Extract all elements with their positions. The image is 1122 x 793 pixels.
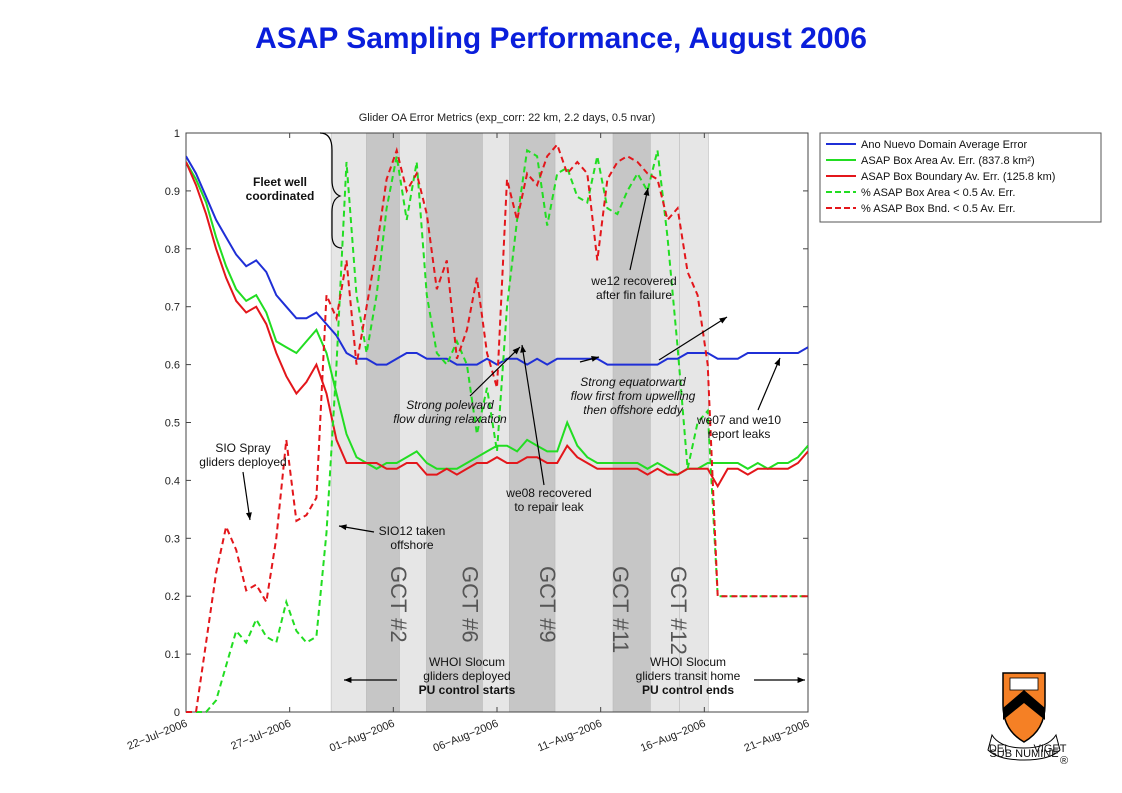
y-tick-label: 0.7 [165,302,180,314]
y-tick-label: 0.8 [165,244,180,256]
y-tick-label: 0.9 [165,186,180,198]
legend-entry: Ano Nuevo Domain Average Error [861,139,1027,151]
legend: Ano Nuevo Domain Average Error ASAP Box A… [819,132,1102,223]
annotation-sio-spray: gliders deployed [199,455,286,469]
gct-bands [330,132,709,713]
arrow-we12-head [643,188,650,196]
gct-band [612,132,651,713]
ribbon-text: VIGET [1033,743,1066,755]
annotation-we08: we08 recovered [505,486,591,500]
arrow-sio12-head [339,524,347,531]
annotation-whoi-home: WHOI Slocum [650,655,726,669]
arrow-whoi-home-head [797,677,805,683]
arrow-leaks [757,357,781,411]
gct-labels: GCT #2 GCT #6 GCT #9 GCT #11 GCT #12 [386,566,691,655]
legend-box [819,132,1102,223]
y-tick-label: 0.5 [165,418,180,430]
gct-label: GCT #6 [457,566,482,643]
gct-label: GCT #11 [608,566,633,653]
annotation-fleet: coordinated [246,189,315,203]
x-tick-label: 11−Aug−2006 [536,718,604,755]
arrow-whoi-deployed-head [344,677,352,683]
annotation-equatorward: flow first from upwelling [571,389,696,403]
x-tick-label: 16−Aug−2006 [639,718,708,755]
fleet-brace [319,132,343,249]
book-icon [1009,677,1039,691]
gct-label: GCT #12 [666,566,691,655]
annotation-leaks: report leaks [708,427,771,441]
x-tick-label: 22−Jul−2006 [126,718,189,753]
annotation-we12: we12 recovered [590,274,676,288]
arrow-we12 [629,187,649,271]
annotation-we12: after fin failure [596,288,672,302]
registered-mark: ® [1060,755,1068,767]
annotation-whoi-home: PU control ends [642,683,734,697]
slide-title: ASAP Sampling Performance, August 2006 [255,22,867,55]
series-line-3 [186,161,808,489]
gct-band [650,132,680,713]
annotation-whoi-deployed: WHOI Slocum [429,655,505,669]
arrow-equatorward-left-head [591,356,599,362]
y-tick-label: 0.4 [165,475,180,487]
x-tick-label: 21−Aug−2006 [743,718,812,755]
series-line-5 [186,142,808,713]
arrow-sio-spray-head [245,512,252,520]
arrow-poleward-head [512,347,520,355]
annotation-sio-spray: SIO Spray [215,441,270,455]
annotation-equatorward: Strong equatorward [580,375,686,389]
gct-band [330,132,367,713]
gct-band [426,132,483,713]
annotation-whoi-home: gliders transit home [636,669,741,683]
y-tick-label: 0.6 [165,360,180,372]
legend-entry: % ASAP Box Bnd. < 0.5 Av. Err. [861,203,1015,215]
y-tick-label: 0.3 [165,533,180,545]
y-tick-label: 0 [174,707,180,719]
arrow-we08 [521,344,545,486]
x-tick-label: 27−Jul−2006 [229,718,292,753]
arrow-we08-head [520,345,527,353]
series [186,142,808,713]
y-tick-label: 1 [174,128,180,140]
gct-band [399,132,427,713]
chevron-icon [1003,690,1045,720]
gct-band [554,132,614,713]
arrow-equatorward-right [658,316,728,361]
arrow-poleward [469,346,521,397]
annotation-whoi-deployed: gliders deployed [423,669,510,683]
arrow-equatorward-right-head [719,317,727,324]
series-line-1 [186,155,808,366]
annotation-whoi-deployed: PU control starts [419,683,516,697]
gct-label: GCT #2 [386,566,411,643]
annotation-we08: to repair leak [514,500,584,514]
annotation-sio12: SIO12 taken [379,524,446,538]
legend-entry: % ASAP Box Area < 0.5 Av. Err. [861,187,1015,199]
legend-entry: ASAP Box Boundary Av. Err. (125.8 km) [861,171,1055,183]
y-tick-label: 0.1 [165,649,180,661]
annotation-poleward: Strong poleward [406,398,494,412]
ribbon-text: SUB NUMINE [989,748,1058,760]
ribbon-icon [987,733,1061,761]
series-line-4 [186,148,808,713]
ribbon-text: DEI [989,743,1007,755]
chart-title: Glider OA Error Metrics (exp_corr: 22 km… [359,112,655,124]
annotation-fleet: Fleet well [253,175,307,189]
legend-entry: ASAP Box Area Av. Err. (837.8 km²) [861,155,1035,167]
y-tick-label: 0.2 [165,591,180,603]
annotation-poleward: flow during relaxation [393,412,507,426]
annotation-sio12: offshore [390,538,433,552]
arrow-sio-spray [242,471,251,521]
arrow-leaks-head [774,358,780,366]
annotation-leaks: we07 and we10 [696,413,781,427]
x-tick-label: 01−Aug−2006 [328,718,397,755]
x-tick-label: 06−Aug−2006 [432,718,501,755]
gct-label: GCT #9 [535,566,560,643]
annotation-equatorward: then offshore eddy [583,403,683,417]
